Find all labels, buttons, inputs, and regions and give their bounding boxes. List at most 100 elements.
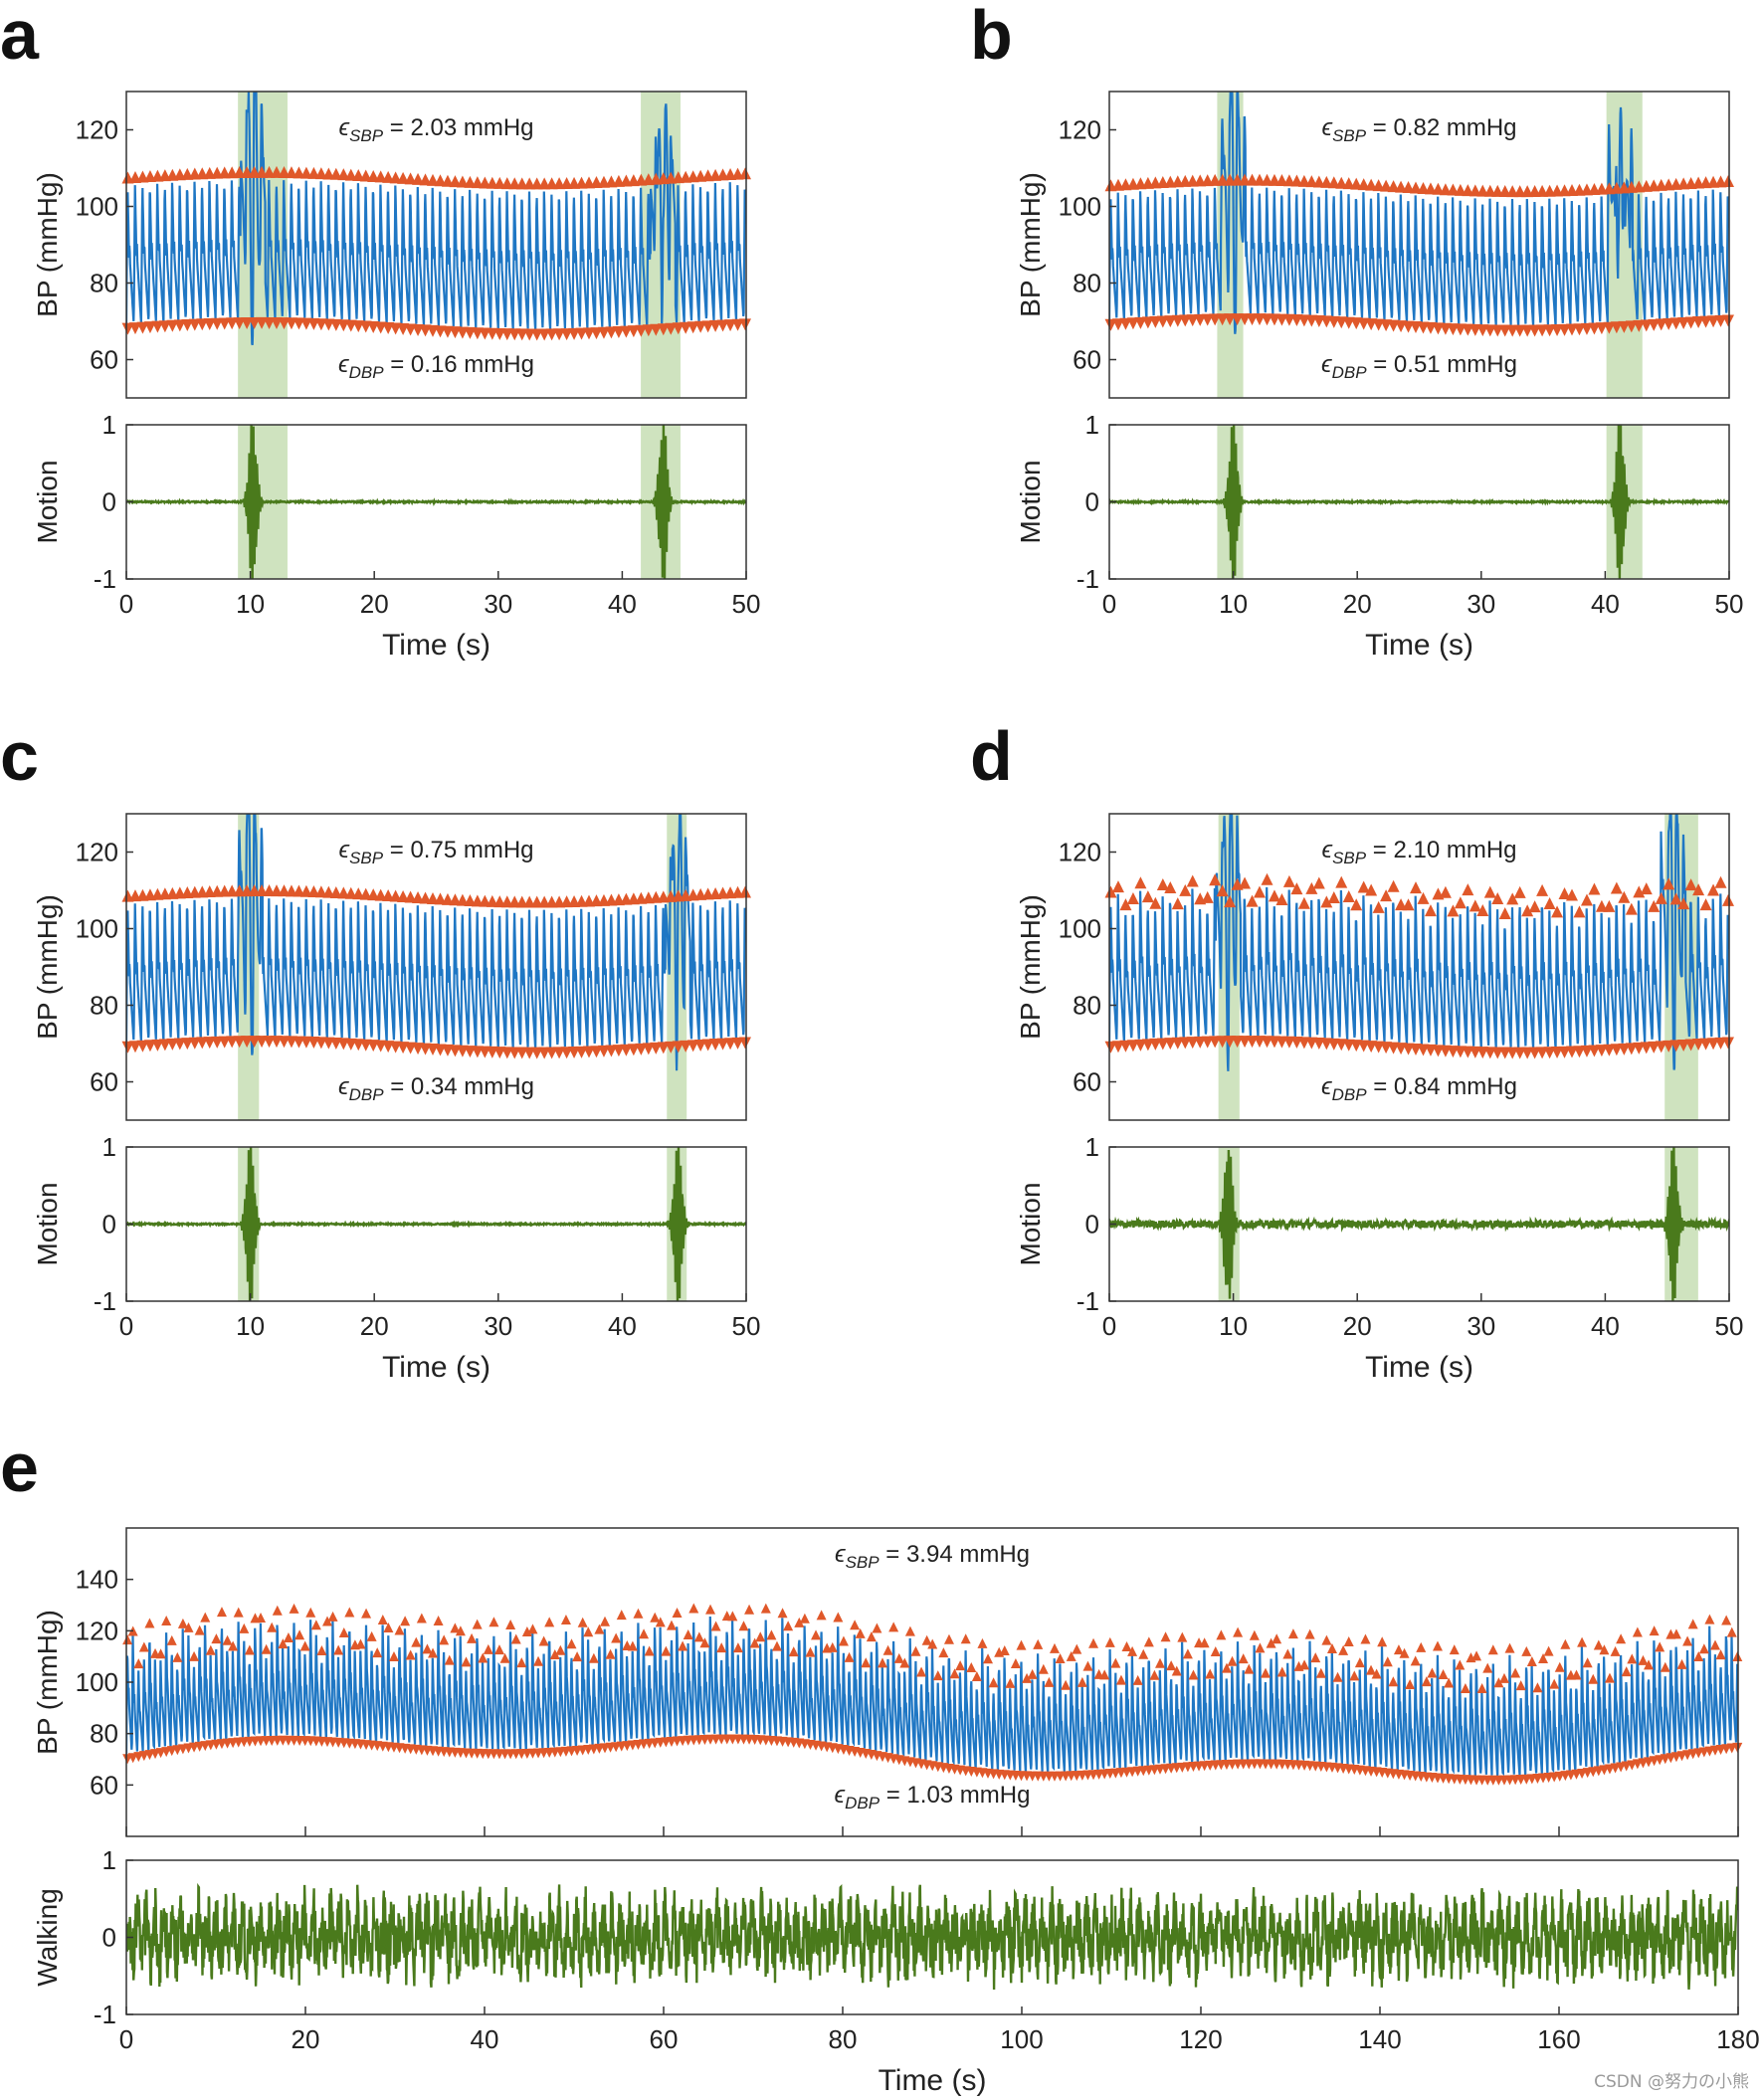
sbp-marker xyxy=(844,1651,855,1662)
panel-label-c: c xyxy=(0,717,39,795)
dbp-marker xyxy=(1655,318,1667,331)
motion-ytick-label: -1 xyxy=(1076,1286,1099,1316)
sbp-marker xyxy=(1380,889,1393,902)
sbp-marker xyxy=(508,895,521,908)
sbp-marker xyxy=(1360,1633,1371,1644)
sbp-marker xyxy=(1350,177,1363,190)
xtick-label: 100 xyxy=(1000,2024,1043,2054)
sbp-marker xyxy=(1454,896,1467,909)
dbp-marker xyxy=(620,1044,633,1056)
sbp-marker xyxy=(434,174,447,187)
xtick-label: 30 xyxy=(1467,589,1495,619)
sbp-marker xyxy=(644,1645,655,1656)
epsilon-subscript: DBP xyxy=(1332,363,1368,382)
sbp-marker xyxy=(616,1610,627,1621)
dbp-marker xyxy=(1714,1037,1727,1050)
dbp-marker xyxy=(173,319,186,332)
sbp-marker xyxy=(1149,1669,1160,1680)
sbp-marker xyxy=(1515,1680,1526,1691)
sbp-marker xyxy=(404,890,417,903)
sbp-marker xyxy=(1410,1655,1421,1666)
sbp-marker xyxy=(1224,895,1237,908)
sbp-marker xyxy=(1687,1619,1698,1629)
sbp-marker xyxy=(388,1651,399,1662)
dbp-marker xyxy=(1684,1039,1697,1051)
dbp-marker xyxy=(553,1047,566,1059)
sbp-marker xyxy=(1566,888,1579,901)
sbp-marker xyxy=(710,1621,721,1631)
xtick-label: 30 xyxy=(484,589,512,619)
dbp-marker xyxy=(694,320,707,333)
sbp-marker xyxy=(1104,885,1117,898)
sbp-marker xyxy=(1528,900,1541,913)
sbp-marker xyxy=(449,893,462,906)
sbp-marker xyxy=(314,167,327,180)
sbp-marker xyxy=(1177,1631,1188,1642)
motion-ytick-label: -1 xyxy=(94,2000,116,2029)
sbp-marker xyxy=(352,169,365,182)
dbp-marker xyxy=(1149,315,1162,328)
sbp-marker xyxy=(377,1615,388,1625)
sbp-marker xyxy=(394,1624,405,1635)
motion-ytick-label: 1 xyxy=(102,410,116,440)
dbp-marker xyxy=(701,1039,714,1051)
dbp-marker xyxy=(1126,1040,1139,1052)
sbp-marker xyxy=(294,1629,305,1640)
xtick-label: 30 xyxy=(484,1311,512,1341)
dbp-marker xyxy=(1610,1044,1623,1056)
sbp-marker xyxy=(222,1634,233,1645)
sbp-marker xyxy=(999,1644,1010,1655)
sbp-marker xyxy=(1543,896,1556,909)
sbp-marker xyxy=(1487,1644,1498,1655)
dbp-marker xyxy=(1194,1036,1207,1049)
sbp-marker xyxy=(1693,1651,1704,1662)
sbp-marker xyxy=(921,1634,932,1645)
xtick-label: 50 xyxy=(732,589,761,619)
dbp-marker xyxy=(1551,1047,1564,1059)
sbp-marker xyxy=(1417,891,1430,904)
dbp-marker xyxy=(128,1041,141,1053)
sbp-marker xyxy=(172,1651,183,1662)
sbp-marker xyxy=(1715,1649,1726,1660)
dbp-marker xyxy=(642,1043,655,1055)
xlabel: Time (s) xyxy=(382,629,490,662)
dbp-marker xyxy=(1179,1037,1192,1050)
xtick-label: 10 xyxy=(1219,589,1248,619)
sbp-marker xyxy=(805,1646,816,1657)
sbp-marker xyxy=(322,167,335,180)
dbp-marker xyxy=(1655,1041,1667,1053)
dbp-marker xyxy=(575,1046,588,1058)
sbp-marker xyxy=(611,1632,622,1643)
dbp-marker xyxy=(158,320,171,333)
dbp-marker xyxy=(657,1042,670,1054)
dbp-marker xyxy=(1119,1040,1132,1052)
sbp-marker xyxy=(441,174,454,187)
dbp-marker xyxy=(538,328,551,341)
sbp-marker xyxy=(382,889,395,902)
dbp-marker xyxy=(665,322,678,335)
sbp-marker xyxy=(267,1622,278,1632)
sbp-marker xyxy=(493,1644,504,1655)
dbp-marker xyxy=(590,1046,603,1058)
sbp-marker xyxy=(1676,1658,1687,1669)
sbp-marker xyxy=(599,1616,610,1626)
sbp-marker xyxy=(1424,904,1437,917)
dbp-marker xyxy=(627,1044,640,1056)
sbp-marker xyxy=(988,1677,999,1688)
sbp-marker xyxy=(1315,1667,1326,1678)
sbp-marker xyxy=(1498,907,1511,920)
sbp-marker xyxy=(627,1640,638,1651)
sbp-marker xyxy=(549,1648,560,1659)
sbp-marker xyxy=(1476,184,1489,197)
dbp-marker xyxy=(680,321,692,334)
sbp-marker xyxy=(1188,1669,1199,1680)
dbp-marker xyxy=(709,319,722,332)
sbp-marker xyxy=(1227,1655,1238,1666)
dbp-marker xyxy=(538,1047,551,1059)
sbp-marker xyxy=(1460,1683,1470,1694)
bp-ytick-label: 80 xyxy=(1073,991,1101,1021)
dbp-marker xyxy=(739,1037,752,1050)
sbp-marker xyxy=(1506,892,1519,905)
sbp-marker xyxy=(727,1611,738,1622)
bp-ytick-label: 80 xyxy=(90,1719,118,1749)
